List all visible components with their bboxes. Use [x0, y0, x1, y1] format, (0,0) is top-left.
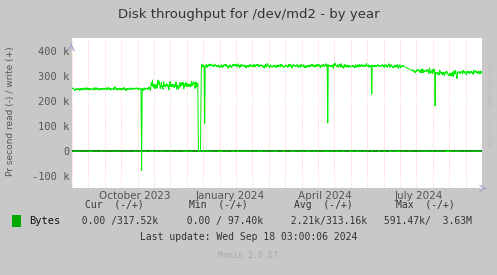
Text: Munin 2.0.67: Munin 2.0.67 [219, 251, 278, 260]
Text: Min  (-/+): Min (-/+) [189, 200, 248, 210]
Text: 2.21k/313.16k: 2.21k/313.16k [279, 216, 367, 225]
Text: Last update: Wed Sep 18 03:00:06 2024: Last update: Wed Sep 18 03:00:06 2024 [140, 232, 357, 242]
Text: Cur  (-/+): Cur (-/+) [85, 200, 144, 210]
Text: Disk throughput for /dev/md2 - by year: Disk throughput for /dev/md2 - by year [118, 8, 379, 21]
Text: 0.00 / 97.40k: 0.00 / 97.40k [174, 216, 263, 225]
Text: 591.47k/  3.63M: 591.47k/ 3.63M [378, 216, 472, 225]
Text: 0.00 /317.52k: 0.00 /317.52k [70, 216, 159, 225]
Text: RRDTOOL / TOBI OETIKER: RRDTOOL / TOBI OETIKER [489, 63, 494, 146]
Text: Avg  (-/+): Avg (-/+) [294, 200, 352, 210]
Text: Pr second read (-) / write (+): Pr second read (-) / write (+) [6, 46, 15, 176]
Text: Bytes: Bytes [29, 216, 60, 225]
Text: Max  (-/+): Max (-/+) [396, 200, 454, 210]
